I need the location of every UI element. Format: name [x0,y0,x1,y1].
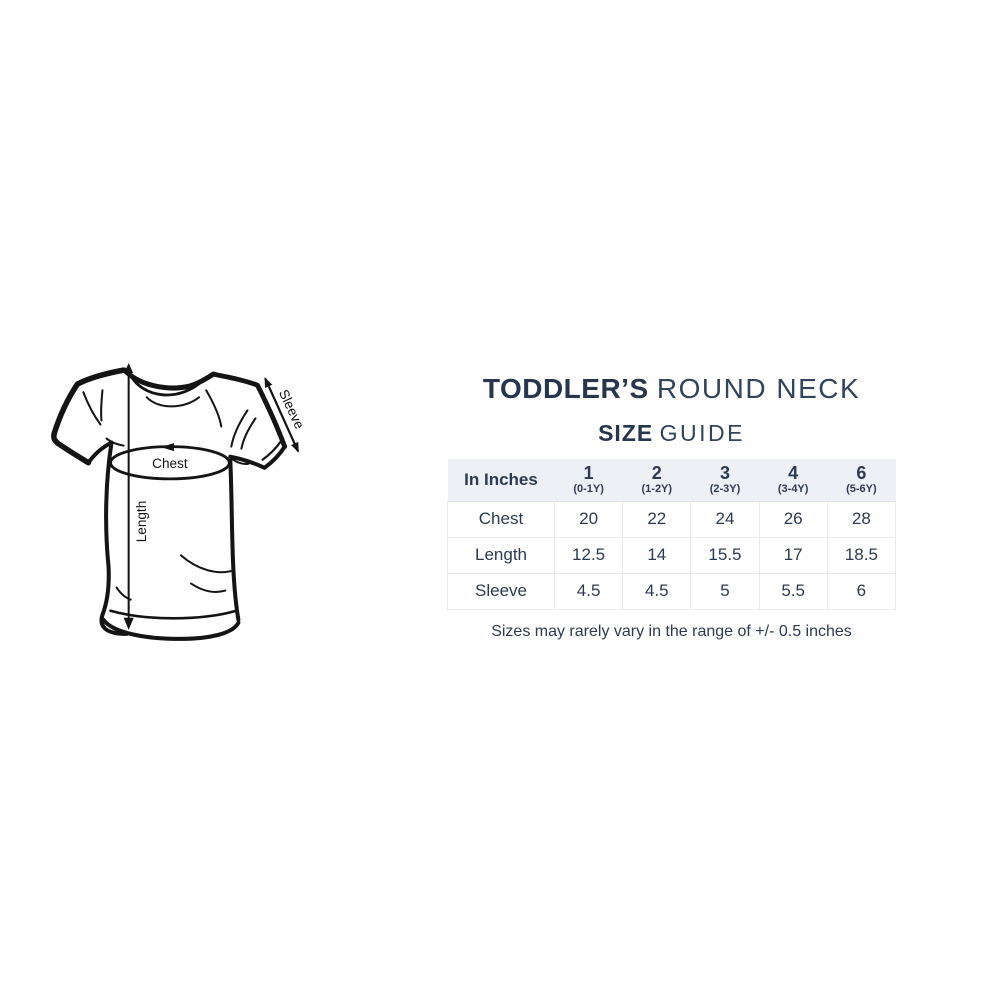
size-col-header: 3 (2-3Y) [690,459,760,502]
length-arrow: Length [123,363,149,630]
table-row-sleeve: Sleeve 4.5 4.5 5 5.5 6 [447,572,897,610]
age-range: (5-6Y) [846,483,877,496]
table-cell: 28 [826,500,897,538]
size-number: 6 [856,463,867,484]
table-cell: 4.5 [622,572,692,610]
tshirt-hem [99,609,241,641]
chest-arrow-icon [160,443,174,452]
unit-header-cell: In Inches [447,459,555,502]
age-range: (2-3Y) [709,483,741,496]
size-col-header: 6 (5-6Y) [827,459,896,502]
table-cell: 22 [622,500,692,538]
table-cell: 4.5 [553,572,624,610]
row-label: Chest [447,500,555,538]
table-cell: 14 [622,536,692,574]
table-cell: 20 [553,500,624,538]
table-cell: 15.5 [690,536,760,574]
size-table: In Inches 1 (0-1Y) 2 (1-2Y) 3 (2-3Y) 4 [447,459,897,610]
table-cell: 12.5 [553,536,624,574]
chest-label: Chest [152,456,188,471]
page-title: TODDLER’S ROUND NECK [447,374,896,404]
size-col-header: 4 (3-4Y) [759,459,828,502]
table-cell: 26 [758,500,828,538]
page-title-light: ROUND NECK [656,373,861,404]
table-cell: 5.5 [758,572,828,610]
page-subtitle-bold: SIZE [598,420,654,446]
tshirt-left-side [51,367,127,617]
size-table-header-row: In Inches 1 (0-1Y) 2 (1-2Y) 3 (2-3Y) 4 [447,459,896,502]
table-cell: 18.5 [826,536,897,574]
size-number: 2 [651,463,662,484]
tshirt-line-art: Length Chest Sleeve [51,363,307,641]
table-row-chest: Chest 20 22 24 26 28 [447,500,897,538]
tshirt-right-side [210,371,288,622]
length-label: Length [134,501,149,543]
size-col-header: 1 (0-1Y) [554,459,623,502]
size-col-header: 2 (1-2Y) [622,459,691,502]
size-guide-panel: TODDLER’S ROUND NECK SIZE GUIDE In Inche… [447,374,897,642]
page-title-bold: TODDLER’S [482,373,649,404]
chest-ellipse: Chest [109,443,231,481]
size-number: 1 [583,463,594,484]
size-number: 3 [719,463,730,484]
age-range: (1-2Y) [641,483,673,496]
tolerance-note: Sizes may rarely vary in the range of +/… [491,622,852,640]
table-cell: 5 [690,572,760,610]
tshirt-diagram: Length Chest Sleeve [50,350,312,652]
size-number: 4 [788,463,799,484]
table-cell: 24 [690,500,760,538]
age-range: (3-4Y) [777,483,809,496]
table-cell: 17 [758,536,828,574]
page-subtitle: SIZE GUIDE [447,420,896,446]
row-label: Length [447,536,555,574]
tshirt-collar [122,367,216,408]
age-range: (0-1Y) [573,483,604,496]
sleeve-label: Sleeve [276,387,307,431]
page-subtitle-light: GUIDE [659,420,745,446]
row-label: Sleeve [447,572,555,610]
table-cell: 6 [826,572,897,610]
table-row-length: Length 12.5 14 15.5 17 18.5 [447,536,897,574]
